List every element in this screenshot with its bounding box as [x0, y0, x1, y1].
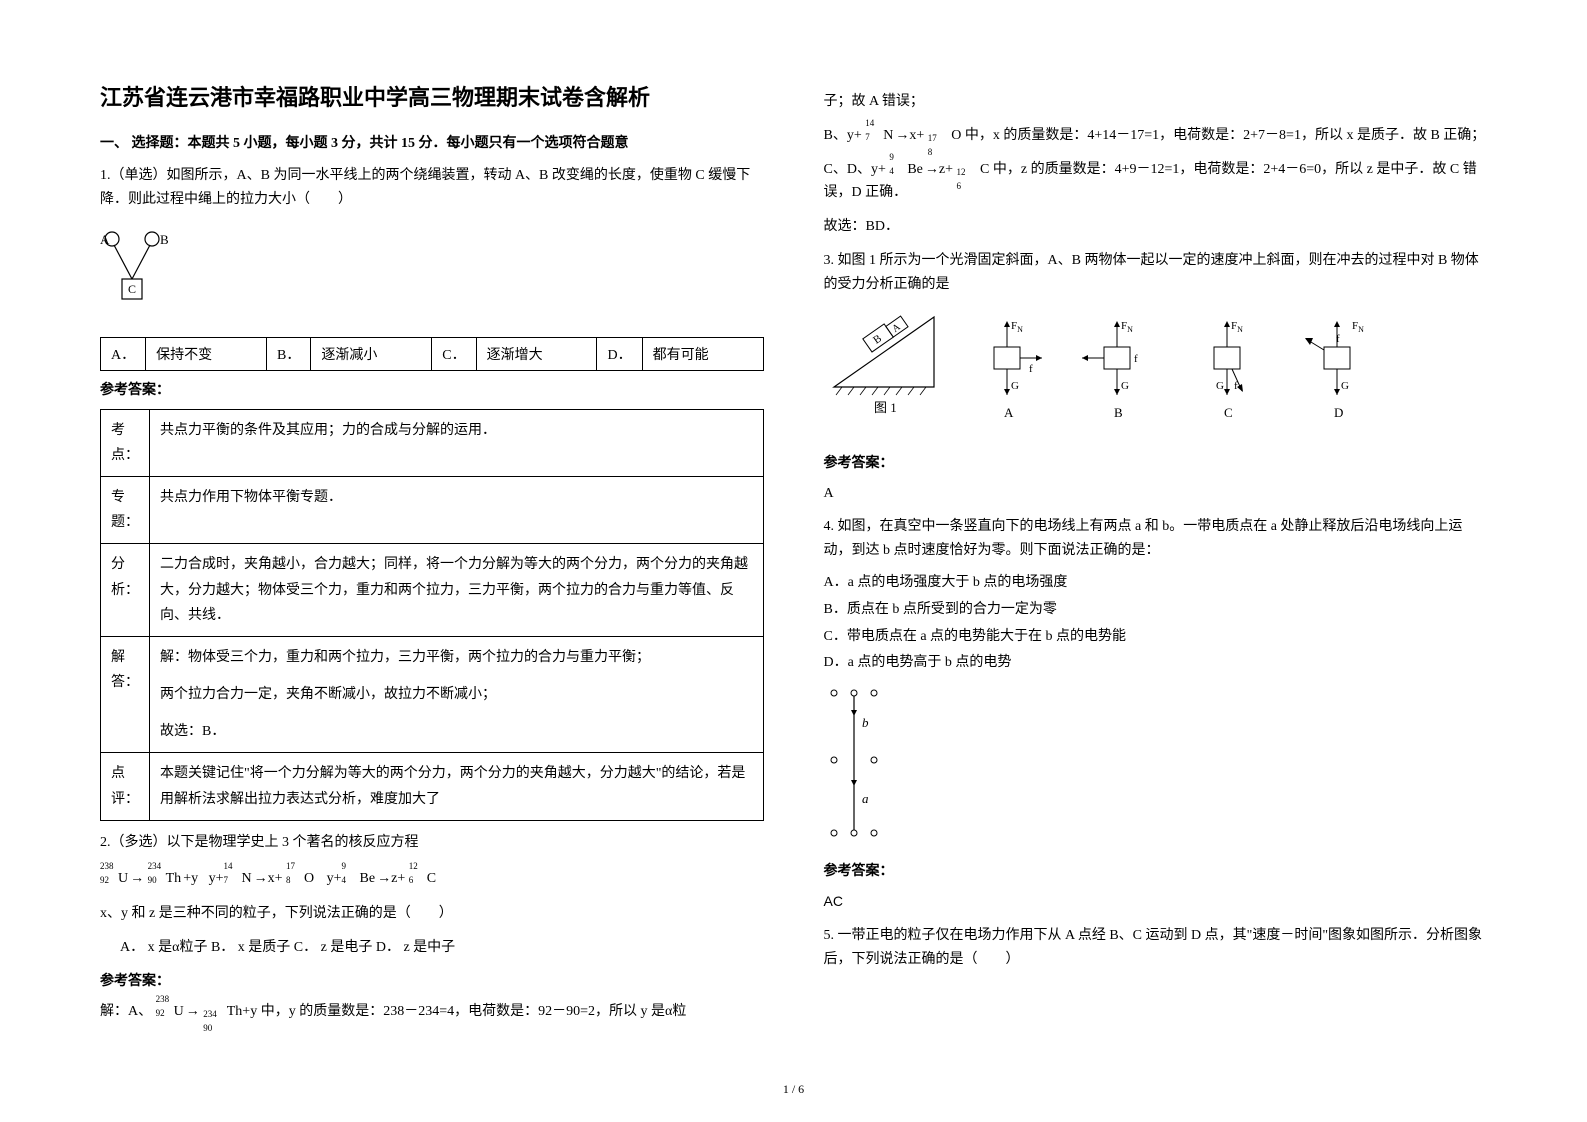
q4-opt-d: D．a 点的电势高于 b 点的电势	[824, 651, 1488, 675]
svg-text:G: G	[1011, 380, 1019, 392]
q4-opt-b: B．质点在 b 点所受到的合力一定为零	[824, 598, 1488, 622]
cell-fenxi-h: 分析：	[101, 544, 150, 637]
section-heading: 一、 选择题：本题共 5 小题，每小题 3 分，共计 15 分．每小题只有一个选…	[100, 132, 764, 152]
question-1: 1.（单选）如图所示，A、B 为同一水平线上的两个绕绳装置，转动 A、B 改变绳…	[100, 164, 764, 212]
svg-text:B: B	[160, 232, 169, 247]
q2-sol-a: 解：A、 23892U→ 23490 Th+y 中，y 的质量数是：238－23…	[100, 1000, 764, 1024]
q4-diagram: b a	[824, 685, 1488, 850]
cell-zhuanti-h: 专题：	[101, 476, 150, 543]
q3-text: 3. 如图 1 所示为一个光滑固定斜面，A、B 两物体一起以一定的速度冲上斜面，…	[824, 249, 1488, 297]
cell-dianping-h: 点评：	[101, 753, 150, 820]
svg-text:f: f	[1029, 363, 1033, 375]
q5-text: 5. 一带正电的粒子仅在电场力作用下从 A 点经 B、C 运动到 D 点，其"速…	[824, 924, 1488, 972]
q2-sol-cd-prefix: C、D、y+	[824, 162, 890, 177]
page-title: 江苏省连云港市幸福路职业中学高三物理期末试卷含解析	[100, 80, 764, 112]
q1-opt-c-label: C．	[432, 337, 476, 370]
svg-text:G: G	[1216, 380, 1224, 392]
q1-options: A． 保持不变 B． 逐渐减小 C． 逐渐增大 D． 都有可能	[100, 337, 764, 371]
svg-text:G: G	[1341, 380, 1349, 392]
svg-text:C: C	[1224, 405, 1233, 420]
q4-answer: AC	[824, 890, 1488, 914]
q2-equations: 23892U→ 23490Th+y y+147N→x+ 178O y+94Be→…	[100, 867, 764, 891]
svg-text:A: A	[1004, 405, 1014, 420]
svg-text:D: D	[1334, 405, 1343, 420]
q4-text: 4. 如图，在真空中一条竖直向下的电场线上有两点 a 和 b。一带电质点在 a …	[824, 515, 1488, 563]
question-2: 2.（多选）以下是物理学史上 3 个著名的核反应方程 23892U→ 23490…	[100, 831, 764, 960]
svg-text:A: A	[890, 321, 903, 335]
q2-sol-cd: C、D、y+ 94Be→z+ 126 C 中，z 的质量数是：4+9－12=1，…	[824, 158, 1488, 206]
svg-text:FN: FN	[1011, 320, 1023, 334]
svg-text:FN: FN	[1231, 320, 1243, 334]
cell-jieda-h: 解答：	[101, 636, 150, 753]
cell-kaodian-h: 考点：	[101, 409, 150, 476]
q2-sol-b: B、y+ 147N→x+ 178 O 中，x 的质量数是：4+14－17=1，电…	[824, 124, 1488, 148]
q1-answer-label: 参考答案：	[100, 379, 764, 399]
svg-text:C: C	[128, 282, 136, 296]
q3-answer: A	[824, 482, 1488, 506]
q2-text: 2.（多选）以下是物理学史上 3 个著名的核反应方程	[100, 831, 764, 855]
svg-text:FN: FN	[1121, 320, 1133, 334]
cell-kaodian: 共点力平衡的条件及其应用；力的合成与分解的运用．	[150, 409, 764, 476]
q3-diagram: B A 图 1 FN G f A	[824, 307, 1488, 442]
page-footer: 1 / 6	[0, 1082, 1587, 1097]
q2-sol-final: 故选：BD．	[824, 215, 1488, 239]
question-5: 5. 一带正电的粒子仅在电场力作用下从 A 点经 B、C 运动到 D 点，其"速…	[824, 924, 1488, 972]
cell-dianping: 本题关键记住"将一个力分解为等大的两个分力，两个分力的夹角越大，分力越大"的结论…	[150, 753, 764, 820]
q2-sol-a-cont: 子；故 A 错误；	[824, 90, 1488, 114]
q4-answer-label: 参考答案：	[824, 860, 1488, 880]
svg-text:a: a	[862, 791, 869, 806]
jieda-3: 故选：B．	[160, 719, 753, 744]
q2-sol-b-suffix: O 中，x 的质量数是：4+14－17=1，电荷数是：2+7－8=1，所以 x …	[951, 128, 1485, 143]
q1-opt-c: 逐渐增大	[476, 337, 597, 370]
q2-sol-b-prefix: B、y+	[824, 128, 866, 143]
q2-opts: A． x 是α粒子 B． x 是质子 C． z 是电子 D． z 是中子	[100, 936, 764, 960]
cell-jieda: 解：物体受三个力，重力和两个拉力，三力平衡，两个拉力的合力与重力平衡； 两个拉力…	[150, 636, 764, 753]
svg-text:f: f	[1336, 333, 1340, 345]
svg-text:FN: FN	[1352, 320, 1364, 334]
q1-opt-a: 保持不变	[146, 337, 267, 370]
jieda-2: 两个拉力合力一定，夹角不断减小，故拉力不断减小；	[160, 682, 753, 707]
q3-answer-label: 参考答案：	[824, 452, 1488, 472]
q2-sol-a-suffix: Th+y 中，y 的质量数是：238－234=4，电荷数是：92－90=2，所以…	[227, 1004, 687, 1019]
q1-opt-b: 逐渐减小	[311, 337, 432, 370]
q2-sub: x、y 和 z 是三种不同的粒子，下列说法正确的是（ ）	[100, 902, 764, 926]
svg-text:f: f	[1134, 353, 1138, 365]
q4-opt-c: C．带电质点在 a 点的电势能大于在 b 点的电势能	[824, 625, 1488, 649]
q1-diagram: A B C	[100, 227, 764, 322]
svg-text:B: B	[1114, 405, 1123, 420]
q1-opt-a-label: A．	[101, 337, 146, 370]
jieda-1: 解：物体受三个力，重力和两个拉力，三力平衡，两个拉力的合力与重力平衡；	[160, 645, 753, 670]
q4-opt-a: A．a 点的电场强度大于 b 点的电场强度	[824, 571, 1488, 595]
cell-zhuanti: 共点力作用下物体平衡专题．	[150, 476, 764, 543]
q1-opt-d: 都有可能	[642, 337, 763, 370]
question-4: 4. 如图，在真空中一条竖直向下的电场线上有两点 a 和 b。一带电质点在 a …	[824, 515, 1488, 675]
q2-answer-label: 参考答案：	[100, 970, 764, 990]
q1-opt-b-label: B．	[267, 337, 311, 370]
q2-sol-a-prefix: 解：A、	[100, 1004, 152, 1019]
svg-text:b: b	[862, 715, 869, 730]
svg-text:A: A	[100, 232, 110, 247]
cell-fenxi: 二力合成时，夹角越小，合力越大；同样，将一个力分解为等大的两个分力，两个分力的夹…	[150, 544, 764, 637]
question-3: 3. 如图 1 所示为一个光滑固定斜面，A、B 两物体一起以一定的速度冲上斜面，…	[824, 249, 1488, 297]
svg-text:G: G	[1121, 380, 1129, 392]
q1-text: 1.（单选）如图所示，A、B 为同一水平线上的两个绕绳装置，转动 A、B 改变绳…	[100, 164, 764, 212]
q1-opt-d-label: D．	[597, 337, 642, 370]
q1-answer-table: 考点： 共点力平衡的条件及其应用；力的合成与分解的运用． 专题： 共点力作用下物…	[100, 409, 764, 821]
fig1-label: 图 1	[874, 400, 897, 415]
